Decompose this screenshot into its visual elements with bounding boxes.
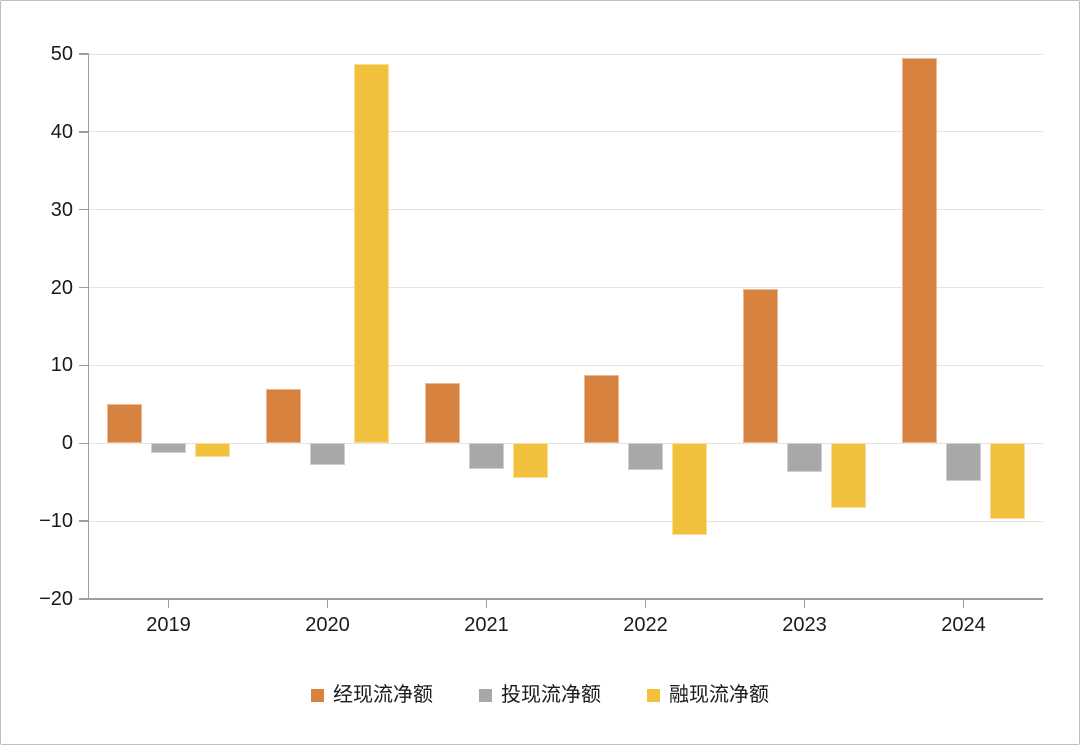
y-axis-tick — [79, 286, 89, 289]
legend-label-investing-cash-flow: 投现流净额 — [501, 684, 601, 706]
y-axis-tick-label: 10 — [50, 354, 73, 377]
gridline-y-30 — [89, 209, 1043, 211]
bar-series1-2020 — [266, 388, 301, 444]
y-axis-tick-label: 40 — [50, 120, 73, 143]
legend-swatch-gray — [479, 688, 492, 702]
bar-series3-2022 — [672, 443, 707, 536]
gridline-y-20 — [89, 287, 1043, 289]
bar-series2-2024 — [946, 443, 981, 482]
y-axis-tick-label: 30 — [50, 198, 73, 221]
bar-series3-2019 — [195, 443, 230, 457]
y-axis-line — [87, 54, 89, 599]
y-axis-tick-label: −20 — [39, 588, 73, 610]
bar-series2-2021 — [469, 443, 504, 469]
y-axis-tick-label: 0 — [61, 432, 73, 455]
x-axis-tick — [167, 600, 170, 608]
y-axis-tick — [79, 208, 89, 211]
gridline-y-0 — [89, 442, 1043, 444]
x-axis-tick-label: 2020 — [305, 614, 350, 636]
y-axis-tick — [79, 53, 89, 55]
gridline-y-50 — [89, 53, 1043, 55]
x-axis-tick-label: 2021 — [464, 614, 509, 636]
x-axis-line — [87, 598, 1043, 600]
bar-series2-2023 — [787, 443, 822, 473]
bar-series1-2021 — [425, 382, 460, 444]
x-axis-tick-label: 2022 — [623, 614, 668, 636]
x-axis-tick — [485, 600, 488, 608]
legend-swatch-yellow — [647, 688, 660, 702]
bar-series3-2021 — [513, 443, 548, 479]
bar-series1-2022 — [584, 374, 619, 444]
x-axis-tick — [644, 600, 647, 608]
y-axis-tick — [79, 520, 89, 522]
y-axis-tick — [79, 364, 89, 367]
x-axis-tick — [326, 600, 329, 608]
y-axis-tick-label: 20 — [50, 276, 73, 299]
bar-series1-2023 — [743, 289, 778, 444]
bar-series2-2022 — [628, 443, 663, 470]
legend-item-financing-cash-flow: 融现流净额 — [647, 682, 769, 708]
bar-series3-2023 — [831, 443, 866, 508]
bar-series2-2020 — [310, 443, 345, 466]
y-axis-tick — [79, 442, 89, 445]
x-axis-tick — [962, 600, 965, 608]
legend-label-operating-cash-flow: 经现流净额 — [333, 684, 433, 706]
bar-series3-2020 — [354, 64, 389, 444]
legend-item-operating-cash-flow: 经现流净额 — [311, 682, 433, 708]
gridline-y-40 — [89, 131, 1043, 133]
y-axis-tick-label: 50 — [50, 43, 73, 65]
x-axis-tick-label: 2023 — [782, 614, 827, 636]
y-axis-tick — [79, 131, 89, 133]
x-axis-tick-label: 2024 — [941, 614, 986, 636]
legend-swatch-orange — [311, 688, 324, 702]
y-axis-tick — [79, 598, 89, 600]
bar-series1-2024 — [902, 57, 937, 444]
x-axis-tick-label: 2019 — [146, 614, 191, 636]
x-axis-tick — [803, 600, 806, 608]
gridline-y--10 — [89, 520, 1043, 522]
y-axis-tick-label: −10 — [39, 510, 73, 533]
bar-series1-2019 — [107, 404, 142, 444]
legend-label-financing-cash-flow: 融现流净额 — [669, 684, 769, 706]
bar-series3-2024 — [990, 443, 1025, 519]
bar-series2-2019 — [151, 443, 186, 454]
gridline-y-10 — [89, 364, 1043, 366]
chart-legend: 经现流净额 投现流净额 融现流净额 — [1, 682, 1079, 708]
legend-item-investing-cash-flow: 投现流净额 — [479, 682, 601, 708]
